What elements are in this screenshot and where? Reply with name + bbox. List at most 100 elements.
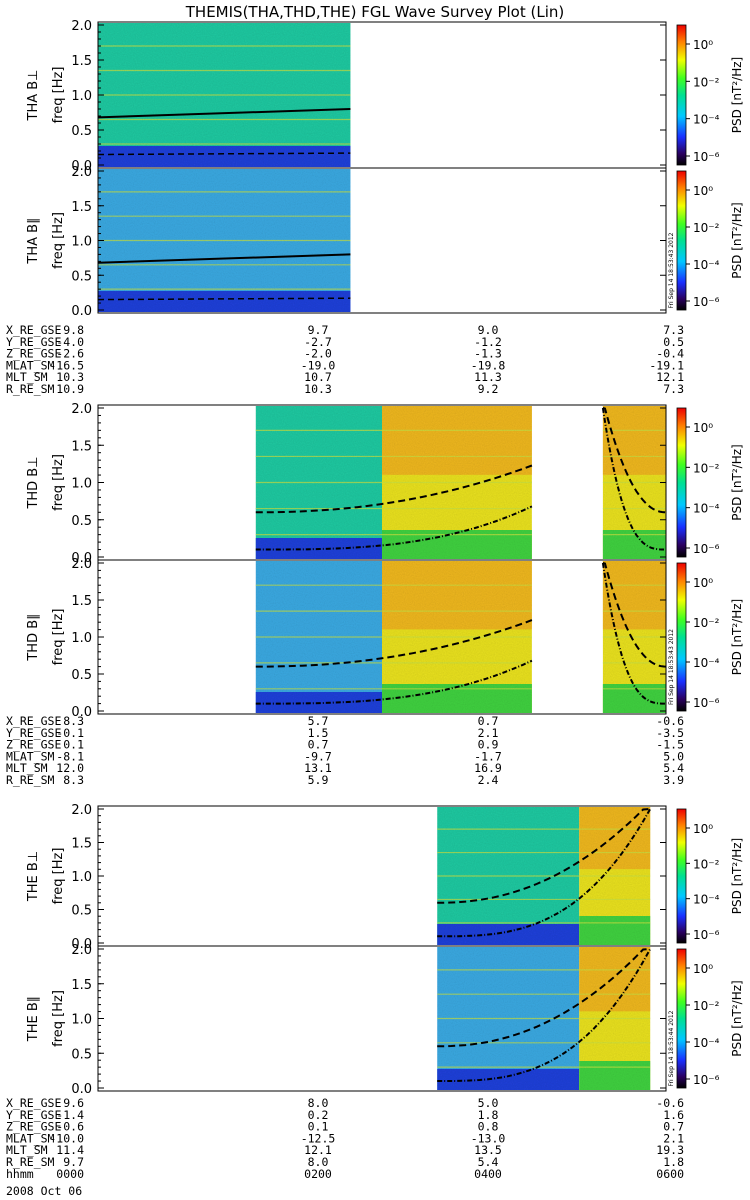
high-psd-region [602,561,666,630]
colorbar-tick-label: 10⁰ [693,576,713,590]
ephemeris-value: 10.7 [304,370,332,384]
spectrogram-block [602,561,666,713]
ephemeris-value: -1.4 [56,1108,84,1122]
ephemeris-row-name: Z_RE_GSE [6,738,61,752]
ephemeris-value: 0.8 [478,1120,499,1134]
colorbar-tick-label: 10⁻⁴ [693,1036,720,1050]
colorbar-tick-label: 10⁻⁶ [693,928,720,942]
colorbar-tick-label: 10⁻⁴ [693,502,720,516]
ephemeris-value: -0.4 [656,347,684,361]
colorbar-tick-label: 10⁰ [693,38,713,52]
panel-label: THE B∥ [26,996,41,1042]
ephemeris-row-name: MLAT_SM [6,749,55,763]
colorbar-tick-label: 10⁰ [693,184,713,198]
y-axis-label: freq [Hz] [51,848,66,905]
figure-title: THEMIS(THA,THD,THE) FGL Wave Survey Plot… [185,3,564,21]
colorbar-tick-label: 10⁻⁴ [693,893,720,907]
ephemeris-value: 10.9 [56,382,84,396]
fc-curve [97,108,351,119]
fc-curve [97,253,351,264]
ephemeris-value: 12.1 [656,370,684,384]
ephemeris-value: -12.5 [301,1131,336,1145]
ephemeris-value: 10.3 [56,370,84,384]
fc-dashdot-curve [437,948,652,1082]
ephemeris-value: 1.5 [308,726,329,740]
panel-label: THE B⊥ [26,851,41,902]
colorbar-tick-label: 10⁰ [693,421,713,435]
y-tick-label: 2.0 [71,803,92,818]
ephemeris-value: -19.1 [649,358,684,372]
y-tick-label: 2.0 [71,19,92,34]
colorbar [676,948,687,1089]
ephemeris-value: -13.0 [471,1131,506,1145]
panel-label: THD B∥ [26,613,41,661]
ephemeris-value: -1.2 [474,335,502,349]
ephemeris-value: 7.3 [663,323,684,337]
y-tick-label: 1.0 [71,870,92,885]
fc-dashed-curve [255,619,533,668]
ephemeris-value: -19.8 [471,358,506,372]
ephemeris-row-name: MLT_SM [6,1143,48,1157]
ephemeris-value: 0.7 [663,1120,684,1134]
y-axis-label: freq [Hz] [51,454,66,511]
colorbar-tick-label: 10⁻² [693,221,720,235]
ephemeris-value: -1.7 [474,749,502,763]
low-freq-band [98,291,351,312]
ephemeris-value: 8.0 [308,1155,329,1169]
spectrogram-block [602,406,666,559]
ephemeris-row-name: Y_RE_GSE [6,1108,61,1122]
ephemeris-value: 8.3 [63,714,84,728]
spectrogram-block [255,406,532,559]
high-psd-region [382,561,532,630]
ephemeris-value: 0400 [474,1167,502,1181]
colorbar-tick-label: 10⁻⁶ [693,295,720,309]
ephemeris-value: 0000 [56,1167,84,1181]
ephemeris-row-name: Z_RE_GSE [6,1120,61,1134]
y-tick-label: 0.5 [71,124,92,139]
y-tick-label: 1.0 [71,477,92,492]
ephemeris-value: -19.0 [301,358,336,372]
fc-dashed-curve [255,464,533,514]
colorbar-tick-label: 10⁻⁶ [693,542,720,556]
panel-tha-bperp: 2.0 1.5 1.0 0.5 0.0 THA B⊥ freq [Hz] 10⁰ 10⁻² 10⁻… [26,19,744,174]
ephemeris-value: 13.1 [304,761,332,775]
ephemeris-value: 5.9 [308,773,329,787]
colorbar-tick-label: 10⁰ [693,822,713,836]
panel-the-bperp: 2.0 1.5 1.0 0.5 0.0 THE B⊥ freq [Hz] 10⁰ 10⁻² 10⁻… [26,803,744,952]
ephemeris-value: 9.8 [63,323,84,337]
ephemeris-value: 5.4 [663,761,684,775]
colorbar-tick-label: 10⁰ [693,962,713,976]
low-freq-band [579,916,651,945]
y-tick-label: 1.5 [71,594,92,609]
ephemeris-row-name: X_RE_GSE [6,323,61,337]
ephemeris-value: 5.7 [308,714,329,728]
ephemeris-value: 0.7 [478,714,499,728]
ephemeris-value: 9.7 [308,323,329,337]
ephemeris-value: 0.7 [308,738,329,752]
ephemeris-value: 11.4 [56,1143,84,1157]
y-tick-label: 1.5 [71,200,92,215]
fc-dashed-curve [437,948,651,1048]
ephemeris-value: 3.9 [663,773,684,787]
panel-thd-bperp: 2.0 1.5 1.0 0.5 0.0 THD B⊥ freq [Hz] 10⁰ 10⁻² 10⁻… [26,402,744,566]
colorbar [676,170,687,311]
panel-thd-bpar: 2.0 1.5 1.0 0.5 0.0 THD B∥ freq [Hz] 10⁰ 10⁻² 10⁻… [26,557,744,720]
ephemeris-value: 11.3 [474,370,502,384]
y-tick-label: 0.0 [71,705,92,720]
ephemeris-value: 9.6 [63,1096,84,1110]
ephemeris-value: 9.0 [478,323,499,337]
ephemeris-value: -10.0 [49,1131,84,1145]
fc-dashdot-curve [255,659,533,705]
ephemeris-row-name: Y_RE_GSE [6,726,61,740]
y-tick-label: 2.0 [71,943,92,958]
spectrogram-block [98,23,351,167]
fc-dashed-curve [437,808,651,904]
y-tick-label: 1.0 [71,89,92,104]
ephemeris-value: -16.5 [49,358,84,372]
ephemeris-value: 8.0 [308,1096,329,1110]
high-psd-region [579,807,651,870]
colorbar-tick-label: 10⁻⁴ [693,113,720,127]
ephemeris-tha: X_RE_GSE 9.8 9.7 9.0 7.3 Y_RE_GSE-4.0 -2.7 -1.2… [6,323,684,396]
ephemeris-value: -1.3 [474,347,502,361]
